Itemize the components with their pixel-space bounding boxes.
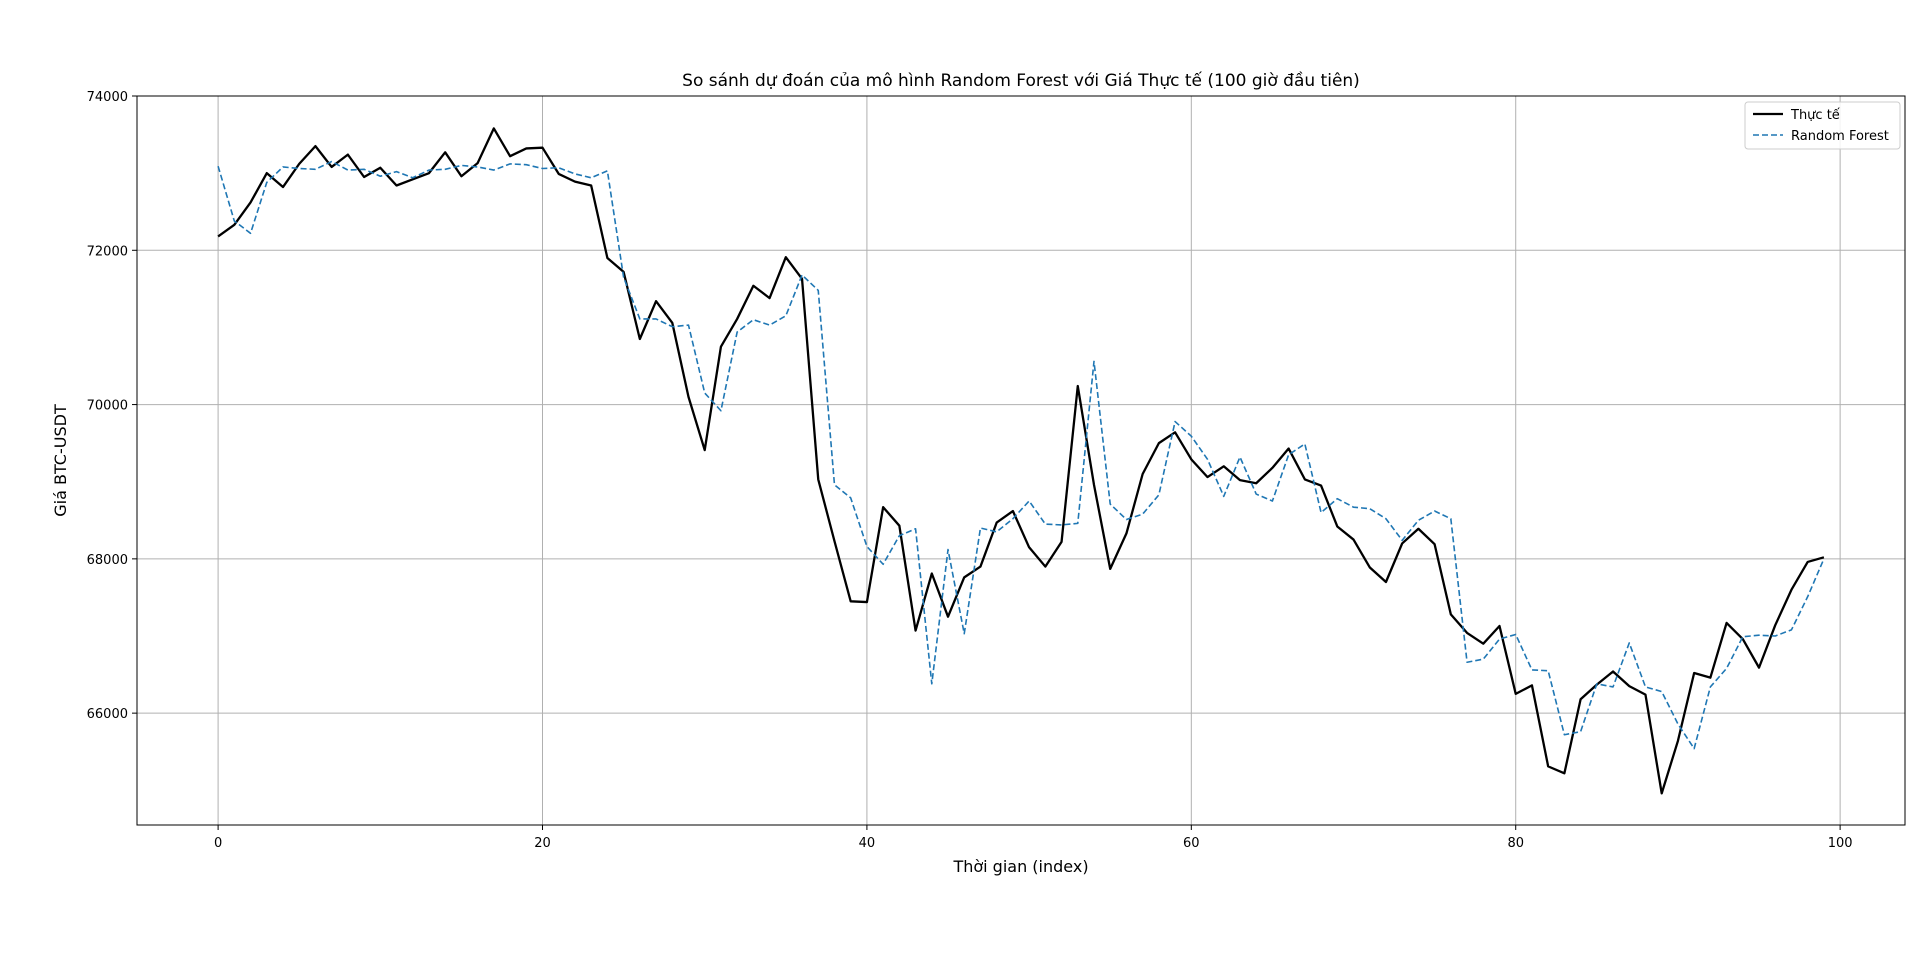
x-tick-label: 60 [1183, 836, 1200, 851]
x-tick-label: 100 [1828, 836, 1853, 851]
y-tick-label: 72000 [87, 244, 128, 259]
x-tick-label: 20 [534, 836, 551, 851]
legend: Thực tế Random Forest [1744, 101, 1901, 150]
axis-ticks: 0 20 40 60 80 100 66000 68000 70000 72000 74000 [87, 90, 1853, 851]
x-tick-label: 40 [859, 836, 876, 851]
y-tick-label: 66000 [87, 707, 128, 722]
x-tick-label: 0 [214, 836, 222, 851]
chart-title: So sánh dự đoán của mô hình Random Fores… [682, 70, 1360, 91]
y-tick-label: 74000 [87, 90, 128, 105]
plot-frame [136, 95, 1906, 826]
series-line-thuc-te [217, 127, 1825, 795]
legend-box [1744, 101, 1901, 150]
series-line-random-forest [217, 160, 1825, 750]
x-tick-label: 80 [1507, 836, 1524, 851]
legend-label-random-forest: Random Forest [1791, 129, 1889, 144]
series-layer [217, 127, 1825, 795]
y-tick-label: 68000 [87, 553, 128, 568]
y-tick-label: 70000 [87, 399, 128, 414]
grid [137, 95, 1905, 825]
y-axis-label: Giá BTC-USDT [51, 404, 70, 517]
legend-label-actual: Thực tế [1790, 108, 1840, 123]
x-axis-label: Thời gian (index) [952, 857, 1088, 876]
